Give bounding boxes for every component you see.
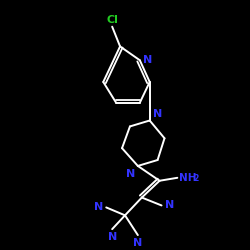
Text: N: N <box>164 200 174 210</box>
Text: N: N <box>94 202 103 212</box>
Text: N: N <box>126 169 135 179</box>
Text: N: N <box>133 238 142 248</box>
Text: NH: NH <box>179 173 197 183</box>
Text: N: N <box>153 108 162 118</box>
Text: 2: 2 <box>193 174 198 183</box>
Text: N: N <box>108 232 117 242</box>
Text: Cl: Cl <box>106 15 118 25</box>
Text: N: N <box>143 55 152 65</box>
